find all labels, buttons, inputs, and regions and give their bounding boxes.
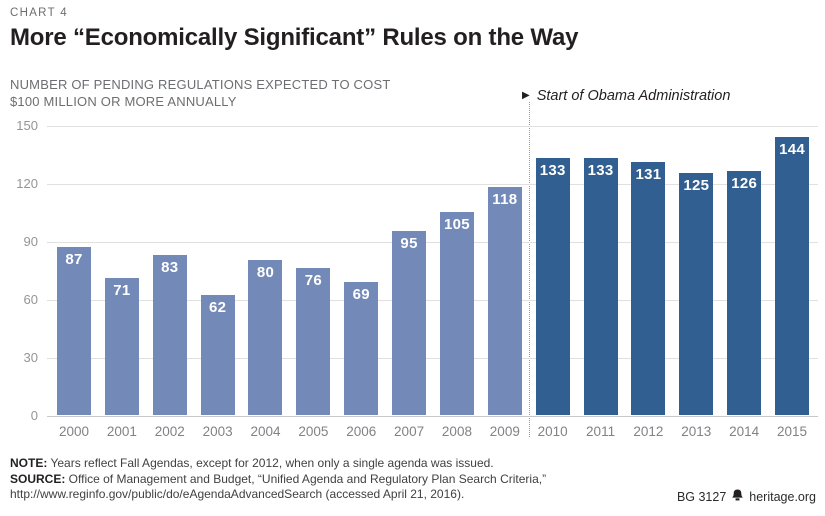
bar-value-2008: 105 [443, 216, 470, 233]
bar-value-2001: 71 [113, 281, 131, 299]
y-tick-label-90: 90 [23, 234, 38, 249]
x-tick-label-2000: 2000 [58, 424, 90, 439]
annotation-text: Start of Obama Administration [536, 88, 731, 104]
x-tick-label-2010: 2010 [537, 424, 568, 439]
bar-value-2013: 125 [683, 177, 710, 195]
x-tick-label-2006: 2006 [346, 424, 377, 439]
source-line: SOURCE: Office of Management and Budget,… [10, 472, 546, 488]
bar-2014: 126 [727, 171, 762, 415]
bar-2005: 76 [296, 268, 331, 415]
x-tick-label-2001: 2001 [106, 424, 137, 439]
x-tick-label-2007: 2007 [394, 424, 425, 439]
x-tick-label-2012: 2012 [633, 424, 664, 439]
report-id: BG 3127 [676, 489, 727, 504]
bar-value-2009: 118 [492, 190, 518, 208]
bar-2006: 69 [344, 281, 379, 415]
gridline-120 [47, 183, 818, 185]
obama-annotation: ▶ Start of Obama Administration [522, 88, 730, 104]
bar-value-2007: 95 [400, 235, 418, 253]
page-title: More “Economically Significant” Rules on… [10, 24, 579, 51]
bar-2004: 80 [248, 260, 283, 415]
bar-2010: 133 [535, 157, 570, 415]
bar-value-2004: 80 [256, 264, 275, 282]
x-tick-label-2004: 2004 [250, 424, 281, 439]
bar-value-2002: 83 [161, 258, 179, 276]
bar-2007: 95 [392, 231, 427, 415]
bar-2011: 133 [583, 157, 618, 415]
y-tick-label-150: 150 [16, 118, 38, 133]
x-tick-label-2013: 2013 [681, 424, 712, 439]
gridline-0 [47, 415, 818, 417]
bar-value-2000: 87 [65, 250, 83, 268]
bar-value-2012: 131 [635, 165, 662, 183]
subtitle-line-1: NUMBER OF PENDING REGULATIONS EXPECTED T… [10, 77, 391, 92]
subtitle-line-2: $100 MILLION OR MORE ANNUALLY [10, 93, 237, 109]
bar-2002: 83 [152, 254, 187, 415]
note-label: NOTE: [10, 456, 48, 470]
heritage-bell-icon [731, 489, 744, 504]
bar-chart-plot-area: 87 71 83 62 80 76 69 95 105 118 133 133 131 125 126 144 [47, 125, 818, 417]
bar-value-2014: 126 [731, 175, 758, 193]
source-text: Office of Management and Budget, “Unifie… [65, 471, 547, 486]
bar-2003: 62 [200, 295, 235, 415]
bar-2012: 131 [631, 161, 666, 415]
footnotes: NOTE: Years reflect Fall Agendas, except… [10, 456, 546, 503]
source-label: SOURCE: [10, 471, 66, 486]
x-tick-label-2015: 2015 [777, 424, 808, 439]
era-divider-dotted-line [528, 102, 530, 437]
site-name: heritage.org [749, 489, 816, 504]
bar-value-2003: 62 [208, 299, 227, 317]
gridline-150 [47, 125, 818, 127]
note-text: Years reflect Fall Agendas, except for 2… [47, 456, 494, 470]
x-tick-label-2014: 2014 [729, 424, 760, 439]
y-tick-label-60: 60 [23, 292, 38, 307]
x-tick-label-2005: 2005 [298, 424, 329, 439]
bar-2015: 144 [775, 136, 810, 415]
bar-value-2011: 133 [587, 161, 614, 179]
x-tick-label-2003: 2003 [202, 424, 233, 439]
chart-subtitle: NUMBER OF PENDING REGULATIONS EXPECTED T… [10, 77, 390, 110]
source-url-line: http://www.reginfo.gov/public/do/eAgenda… [10, 487, 465, 501]
bar-2009: 118 [487, 186, 522, 415]
x-tick-label-2008: 2008 [441, 424, 472, 439]
gridline-30 [47, 357, 818, 359]
bar-2000: 87 [57, 246, 91, 415]
bar-2008: 105 [439, 212, 474, 415]
gridline-90 [47, 241, 818, 243]
y-tick-label-120: 120 [16, 176, 38, 191]
bar-value-2015: 144 [779, 140, 806, 158]
y-tick-label-0: 0 [30, 408, 38, 423]
x-tick-label-2011: 2011 [586, 424, 616, 439]
bar-value-2005: 76 [304, 272, 322, 290]
bar-2013: 125 [679, 173, 714, 415]
y-tick-label-30: 30 [23, 350, 38, 365]
x-tick-label-2002: 2002 [154, 424, 185, 439]
x-tick-label-2009: 2009 [489, 424, 520, 439]
gridline-60 [47, 299, 818, 301]
bar-2001: 71 [104, 277, 139, 415]
chart-number-label: CHART 4 [10, 7, 68, 19]
triangle-marker-icon: ▶ [522, 90, 530, 101]
credit-line: BG 3127 heritage.org [677, 489, 816, 504]
note-line: NOTE: Years reflect Fall Agendas, except… [10, 456, 546, 472]
bar-value-2006: 69 [352, 285, 370, 303]
bar-value-2010: 133 [539, 161, 566, 179]
